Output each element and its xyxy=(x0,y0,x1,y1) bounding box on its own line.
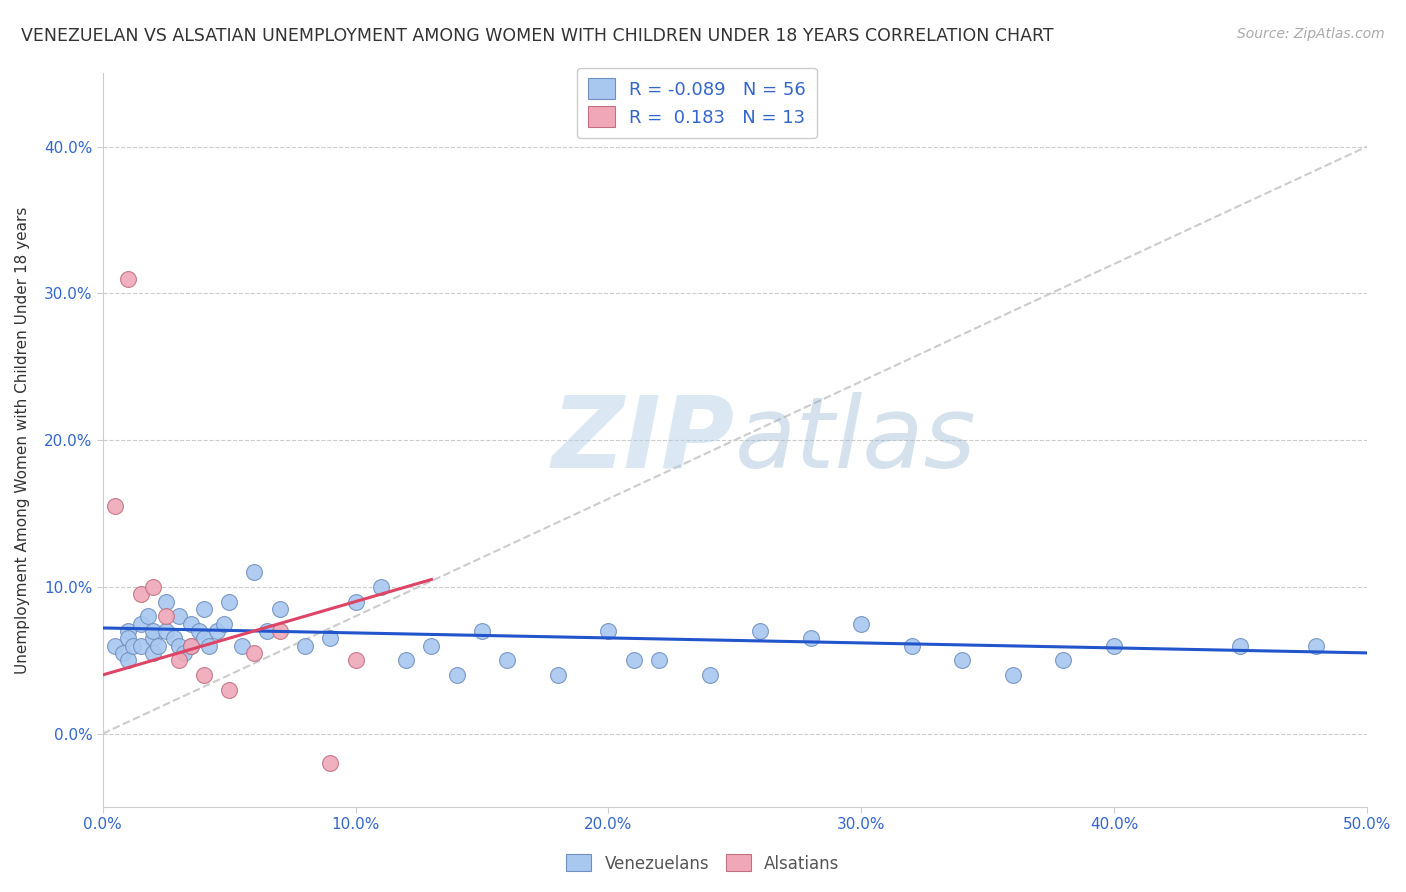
Point xyxy=(129,639,152,653)
Point xyxy=(104,639,127,653)
Point xyxy=(243,565,266,579)
Point xyxy=(344,594,367,608)
Point xyxy=(218,594,240,608)
Point xyxy=(648,653,671,667)
Point xyxy=(1229,639,1251,653)
Point xyxy=(187,624,209,638)
Point xyxy=(496,653,519,667)
Point xyxy=(851,616,873,631)
Point xyxy=(370,580,392,594)
Point xyxy=(319,756,342,770)
Point xyxy=(1052,653,1074,667)
Point xyxy=(395,653,418,667)
Point xyxy=(167,653,190,667)
Point xyxy=(142,646,165,660)
Point xyxy=(112,646,135,660)
Point xyxy=(129,616,152,631)
Point xyxy=(950,653,973,667)
Text: Source: ZipAtlas.com: Source: ZipAtlas.com xyxy=(1237,27,1385,41)
Point xyxy=(104,499,127,513)
Point xyxy=(212,616,235,631)
Point xyxy=(142,631,165,645)
Text: VENEZUELAN VS ALSATIAN UNEMPLOYMENT AMONG WOMEN WITH CHILDREN UNDER 18 YEARS COR: VENEZUELAN VS ALSATIAN UNEMPLOYMENT AMON… xyxy=(21,27,1053,45)
Point xyxy=(198,639,221,653)
Point xyxy=(319,631,342,645)
Point xyxy=(122,639,145,653)
Legend: R = -0.089   N = 56, R =  0.183   N = 13: R = -0.089 N = 56, R = 0.183 N = 13 xyxy=(576,68,817,138)
Point xyxy=(269,602,291,616)
Point xyxy=(193,631,215,645)
Point xyxy=(623,653,645,667)
Point xyxy=(142,580,165,594)
Point xyxy=(800,631,823,645)
Point xyxy=(129,587,152,601)
Point xyxy=(162,631,184,645)
Point xyxy=(420,639,443,653)
Point xyxy=(117,624,139,638)
Point xyxy=(749,624,772,638)
Point xyxy=(155,624,177,638)
Point xyxy=(142,624,165,638)
Text: atlas: atlas xyxy=(735,392,976,489)
Point xyxy=(900,639,922,653)
Point xyxy=(1001,668,1024,682)
Point xyxy=(148,639,170,653)
Point xyxy=(471,624,494,638)
Point xyxy=(117,271,139,285)
Point xyxy=(136,609,159,624)
Point xyxy=(294,639,316,653)
Y-axis label: Unemployment Among Women with Children Under 18 years: Unemployment Among Women with Children U… xyxy=(15,206,30,673)
Legend: Venezuelans, Alsatians: Venezuelans, Alsatians xyxy=(560,847,846,880)
Point xyxy=(167,639,190,653)
Point xyxy=(117,653,139,667)
Point xyxy=(167,609,190,624)
Point xyxy=(598,624,620,638)
Point xyxy=(180,639,202,653)
Point xyxy=(193,602,215,616)
Point xyxy=(231,639,253,653)
Point xyxy=(446,668,468,682)
Point xyxy=(155,594,177,608)
Point xyxy=(193,668,215,682)
Point xyxy=(243,646,266,660)
Point xyxy=(344,653,367,667)
Point xyxy=(256,624,278,638)
Point xyxy=(1305,639,1327,653)
Point xyxy=(205,624,228,638)
Point xyxy=(699,668,721,682)
Point xyxy=(218,682,240,697)
Point xyxy=(1102,639,1125,653)
Point xyxy=(173,646,195,660)
Point xyxy=(547,668,569,682)
Point xyxy=(180,616,202,631)
Point xyxy=(155,609,177,624)
Point xyxy=(117,631,139,645)
Point xyxy=(180,639,202,653)
Text: ZIP: ZIP xyxy=(551,392,735,489)
Point xyxy=(269,624,291,638)
